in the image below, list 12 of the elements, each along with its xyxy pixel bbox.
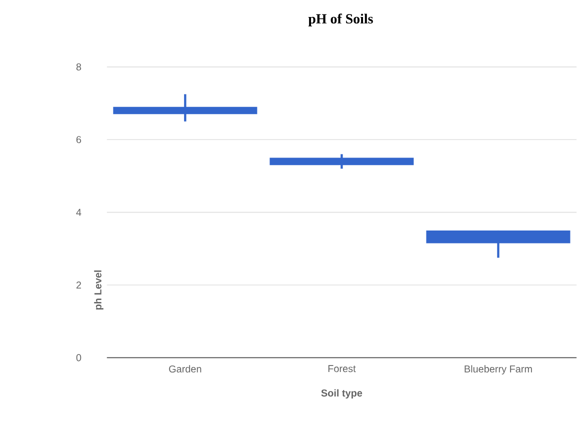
y-tick-label: 4 [76, 209, 82, 216]
candlestick [113, 93, 258, 123]
y-tick-label: 0 [76, 354, 82, 362]
x-axis-title: Soil type [321, 389, 362, 399]
y-tick-label: 8 [76, 64, 82, 71]
x-tick-label: Forest [328, 365, 356, 372]
x-tick-label: Blueberry Farm [464, 365, 532, 375]
y-tick-label: 6 [76, 136, 82, 144]
x-tick-label: Garden [169, 365, 202, 373]
chart-title: pH of Soils [308, 14, 373, 27]
y-tick-label: 2 [76, 282, 81, 289]
y-axis-title: ph Level [94, 270, 104, 310]
